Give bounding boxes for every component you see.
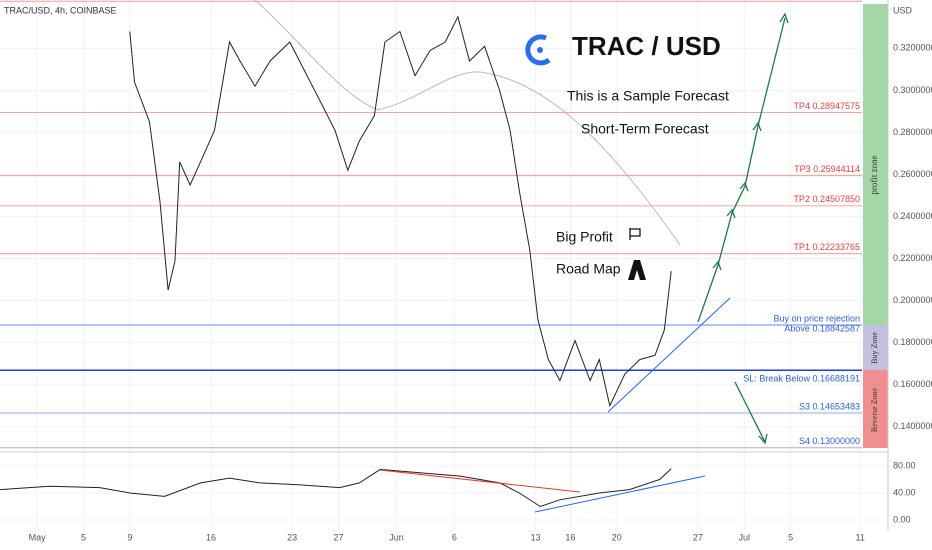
moving-average [254, 0, 681, 246]
x-tick-label: May [29, 532, 47, 542]
y-tick-label: 0.28000000 [893, 127, 932, 137]
y-tick-label: 0.26000000 [893, 169, 932, 179]
axis-unit: USD [893, 5, 913, 15]
subtitle: Short-Term Forecast [581, 121, 709, 137]
title: TRAC / USD [572, 31, 721, 61]
trendline [607, 297, 731, 413]
y-tick-label: 0.16000000 [893, 379, 932, 389]
x-tick-label: 27 [333, 532, 343, 542]
x-tick-label: 6 [452, 532, 457, 542]
level-label: TP2 0.24507850 [793, 194, 860, 204]
y-tick-label: 0.22000000 [893, 253, 932, 263]
x-tick-label: 23 [287, 532, 297, 542]
level-label: SL: Break Below 0.16688191 [743, 374, 860, 384]
rsi-trendline [379, 469, 581, 493]
reverse-arrow [734, 381, 766, 443]
arrowheads [712, 12, 789, 271]
grid [0, 0, 888, 530]
x-tick-label: 20 [612, 532, 622, 542]
price-line [129, 15, 672, 408]
x-tick-label: 13 [531, 532, 541, 542]
x-tick-label: 5 [788, 532, 793, 542]
flag-icon [629, 228, 641, 240]
subtitle: This is a Sample Forecast [567, 88, 729, 104]
road-icon [628, 260, 646, 280]
annotation: Road Map [556, 261, 621, 277]
logo [525, 34, 551, 66]
x-tick-label: Jul [738, 532, 750, 542]
rsi-trendline [534, 475, 706, 513]
x-tick-label: 16 [206, 532, 216, 542]
y-tick-label: 0.18000000 [893, 337, 932, 347]
forecast-path [697, 17, 786, 323]
x-tick-label: 5 [81, 532, 86, 542]
level-label: TP4 0.28947575 [793, 101, 860, 111]
level-label: TP1 0.22233765 [793, 242, 860, 252]
rsi-line [0, 468, 672, 508]
buy-zone [863, 325, 888, 370]
y-tick-label: 40.00 [893, 487, 916, 497]
reverse-zone [863, 370, 888, 448]
y-tick-label: 0.20000000 [893, 295, 932, 305]
x-tick-label: 9 [127, 532, 132, 542]
annotation: Big Profit [556, 229, 613, 245]
header: TRAC/USD, 4h, COINBASE [4, 5, 117, 15]
level-label: Above 0.18842587 [784, 323, 860, 333]
level-label: S3 0.14653483 [799, 401, 860, 411]
x-tick-label: 27 [693, 532, 703, 542]
marks [0, 15, 672, 508]
profit-zone [863, 4, 888, 325]
y-tick-label: 80.00 [893, 460, 916, 470]
y-tick-label: 0.30000000 [893, 85, 932, 95]
x-tick-label: Jun [389, 532, 404, 542]
x-tick-label: 11 [856, 532, 865, 542]
level-label: Buy on price rejection [773, 313, 860, 323]
zone-label: Buy Zone [870, 332, 879, 364]
y-tick-label: 0.00 [893, 514, 911, 524]
y-tick-label: 0.24000000 [893, 211, 932, 221]
zone-label: profit zone [869, 155, 879, 194]
y-tick-label: 0.32000000 [893, 43, 932, 53]
level-label: TP3 0.25944114 [794, 164, 860, 174]
zone-label: Reverse Zone [870, 387, 879, 432]
y-tick-label: 0.14000000 [893, 421, 932, 431]
level-label: S4 0.13000000 [799, 436, 860, 446]
x-tick-label: 16 [565, 532, 575, 542]
arrowhead [758, 433, 768, 445]
